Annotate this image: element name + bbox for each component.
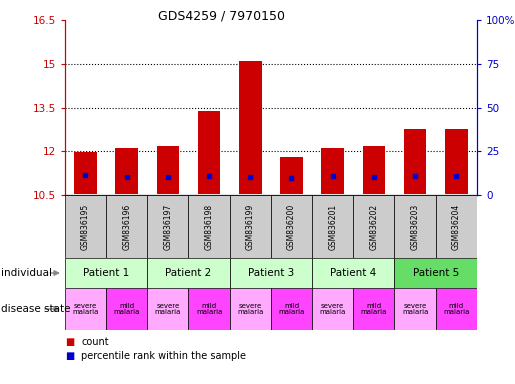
Text: GSM836199: GSM836199 [246,204,255,250]
Bar [106,195,147,258]
Text: percentile rank within the sample: percentile rank within the sample [81,351,246,361]
Bar [230,288,271,330]
Bar [394,288,436,330]
Bar [147,288,188,330]
Bar [115,148,138,194]
Text: GSM836195: GSM836195 [81,204,90,250]
Bar [188,288,230,330]
Text: GSM836196: GSM836196 [122,204,131,250]
Text: severe
malaria: severe malaria [72,303,99,316]
Bar [312,195,353,258]
Text: Patient 3: Patient 3 [248,268,294,278]
Bar [157,146,179,194]
Bar [445,129,468,194]
Bar [65,195,106,258]
Text: GSM836200: GSM836200 [287,204,296,250]
Text: ■: ■ [65,351,74,361]
Bar [65,288,106,330]
Text: mild
malaria: mild malaria [360,303,387,316]
Text: Patient 5: Patient 5 [413,268,459,278]
Bar [321,148,344,194]
Bar [188,195,230,258]
Bar [394,258,477,288]
Bar [353,195,394,258]
Text: GSM836202: GSM836202 [369,204,379,250]
Text: severe
malaria: severe malaria [237,303,264,316]
Text: Patient 1: Patient 1 [83,268,129,278]
Bar [271,195,312,258]
Bar [230,195,271,258]
Text: mild
malaria: mild malaria [113,303,140,316]
Bar [353,288,394,330]
Bar [198,111,220,194]
Bar [404,129,426,194]
Bar [394,195,436,258]
Text: severe
malaria: severe malaria [402,303,428,316]
Text: severe
malaria: severe malaria [319,303,346,316]
Bar [106,288,147,330]
Bar [363,146,385,194]
Text: GSM836198: GSM836198 [204,204,214,250]
Text: count: count [81,337,109,347]
Bar [147,195,188,258]
Text: GSM836203: GSM836203 [410,204,420,250]
Bar [280,157,303,194]
Bar [271,288,312,330]
Text: GSM836204: GSM836204 [452,204,461,250]
Text: mild
malaria: mild malaria [443,303,470,316]
Text: Patient 2: Patient 2 [165,268,212,278]
Text: ■: ■ [65,337,74,347]
Bar [147,258,230,288]
Text: individual: individual [1,268,52,278]
Text: GDS4259 / 7970150: GDS4259 / 7970150 [158,10,285,23]
Text: Patient 4: Patient 4 [330,268,376,278]
Text: GSM836197: GSM836197 [163,204,173,250]
Bar [65,258,147,288]
Text: GSM836201: GSM836201 [328,204,337,250]
Text: disease state: disease state [1,304,71,314]
Bar [230,258,312,288]
Bar [312,288,353,330]
Text: severe
malaria: severe malaria [154,303,181,316]
Bar [312,258,394,288]
Bar [74,152,97,194]
Bar [436,195,477,258]
Text: mild
malaria: mild malaria [278,303,305,316]
Text: mild
malaria: mild malaria [196,303,222,316]
Bar [436,288,477,330]
Bar [239,61,262,194]
